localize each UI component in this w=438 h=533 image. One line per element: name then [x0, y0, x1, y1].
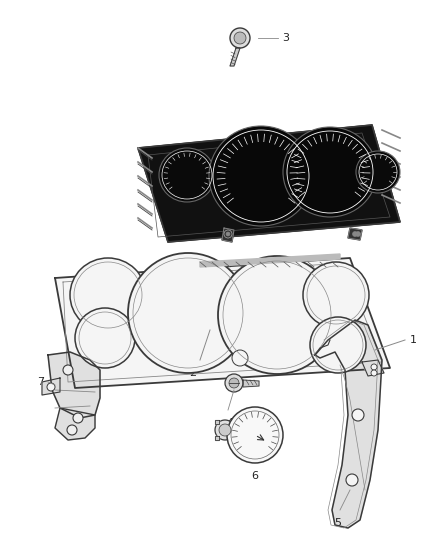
Polygon shape — [230, 48, 240, 66]
Circle shape — [234, 32, 246, 44]
Ellipse shape — [303, 262, 369, 328]
Ellipse shape — [232, 350, 248, 366]
Polygon shape — [55, 258, 390, 388]
Text: 2: 2 — [189, 368, 196, 378]
Ellipse shape — [159, 148, 215, 202]
Circle shape — [227, 407, 283, 463]
Circle shape — [219, 424, 231, 436]
Polygon shape — [215, 420, 219, 424]
Ellipse shape — [209, 126, 313, 226]
Ellipse shape — [310, 317, 366, 373]
Circle shape — [229, 378, 239, 388]
Polygon shape — [243, 380, 259, 387]
Circle shape — [215, 420, 235, 440]
Circle shape — [73, 413, 83, 423]
Polygon shape — [222, 228, 234, 242]
Text: 5: 5 — [335, 518, 342, 528]
Circle shape — [63, 365, 73, 375]
Circle shape — [346, 474, 358, 486]
Circle shape — [47, 383, 55, 391]
Text: 3: 3 — [282, 33, 289, 43]
Circle shape — [230, 28, 250, 48]
Polygon shape — [348, 228, 362, 240]
Polygon shape — [362, 360, 384, 376]
Circle shape — [225, 374, 243, 392]
Ellipse shape — [70, 258, 146, 332]
Text: 7: 7 — [37, 377, 44, 387]
Circle shape — [353, 231, 357, 237]
Circle shape — [371, 364, 377, 370]
Polygon shape — [215, 436, 219, 440]
Polygon shape — [55, 408, 95, 440]
Circle shape — [226, 232, 230, 236]
Circle shape — [356, 231, 360, 237]
Ellipse shape — [283, 127, 377, 217]
Polygon shape — [138, 125, 400, 242]
Circle shape — [371, 370, 377, 376]
Ellipse shape — [356, 151, 400, 193]
Circle shape — [352, 409, 364, 421]
Polygon shape — [42, 378, 60, 395]
Polygon shape — [48, 352, 100, 418]
Text: 6: 6 — [251, 471, 258, 481]
Ellipse shape — [75, 308, 135, 368]
Ellipse shape — [218, 256, 336, 374]
Polygon shape — [315, 320, 382, 528]
Text: 4: 4 — [226, 418, 233, 428]
Circle shape — [67, 425, 77, 435]
Text: 1: 1 — [410, 335, 417, 345]
Ellipse shape — [128, 253, 248, 373]
Polygon shape — [200, 254, 340, 267]
